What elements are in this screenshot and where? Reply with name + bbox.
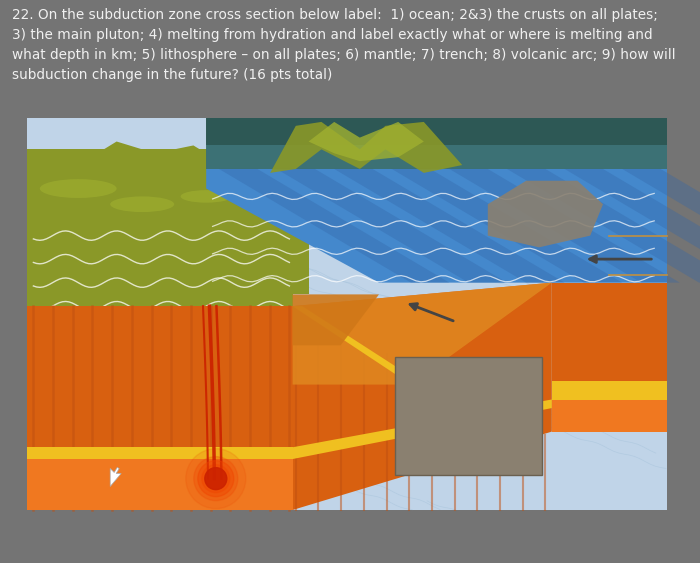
Polygon shape <box>488 181 603 247</box>
Ellipse shape <box>181 190 232 203</box>
Polygon shape <box>270 122 462 173</box>
Bar <box>395 357 542 475</box>
Polygon shape <box>293 294 379 345</box>
Polygon shape <box>27 163 293 196</box>
Polygon shape <box>449 169 680 283</box>
Circle shape <box>202 464 230 493</box>
Polygon shape <box>27 306 293 510</box>
Polygon shape <box>276 169 507 283</box>
Text: 22. On the subduction zone cross section below label:  1) ocean; 2&3) the crusts: 22. On the subduction zone cross section… <box>12 8 676 82</box>
Ellipse shape <box>40 179 117 198</box>
Circle shape <box>205 468 227 490</box>
Polygon shape <box>219 169 449 283</box>
Bar <box>27 118 667 510</box>
Polygon shape <box>309 122 424 161</box>
Polygon shape <box>206 118 667 283</box>
Polygon shape <box>27 459 293 510</box>
Polygon shape <box>622 169 700 283</box>
Ellipse shape <box>110 196 174 212</box>
Polygon shape <box>27 149 309 294</box>
Polygon shape <box>552 283 667 432</box>
Circle shape <box>198 461 234 497</box>
Polygon shape <box>293 306 424 385</box>
Polygon shape <box>565 169 700 283</box>
Polygon shape <box>27 447 293 459</box>
Circle shape <box>194 457 238 501</box>
Polygon shape <box>334 169 565 283</box>
Polygon shape <box>293 283 552 510</box>
Polygon shape <box>293 283 552 385</box>
Polygon shape <box>552 400 667 432</box>
Polygon shape <box>552 381 667 400</box>
Polygon shape <box>206 118 667 145</box>
Bar <box>0 0 700 115</box>
Polygon shape <box>392 169 622 283</box>
Polygon shape <box>507 169 700 283</box>
Polygon shape <box>27 141 293 306</box>
Polygon shape <box>110 467 121 486</box>
Polygon shape <box>27 163 293 306</box>
Circle shape <box>186 449 246 508</box>
Polygon shape <box>293 400 552 459</box>
Polygon shape <box>206 145 667 169</box>
